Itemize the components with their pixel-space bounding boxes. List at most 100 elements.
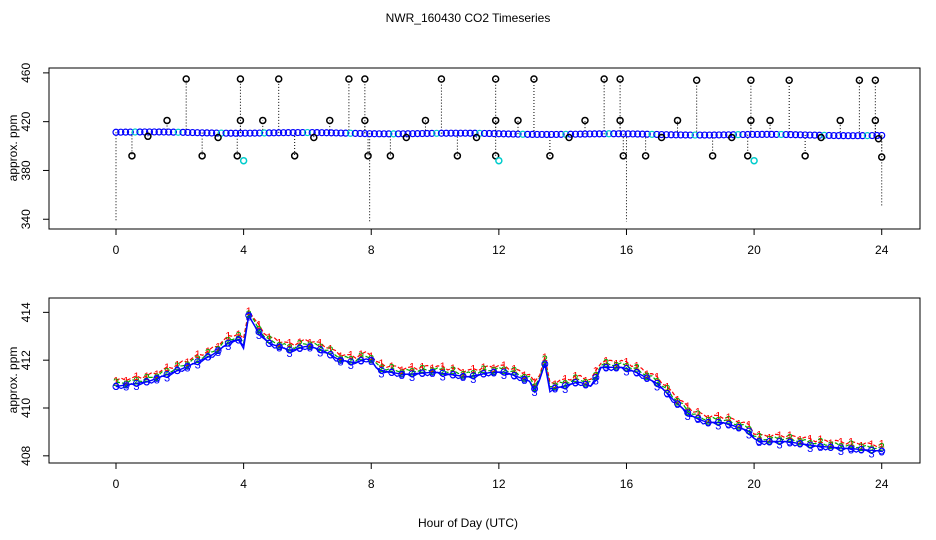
baseline-point <box>452 129 460 137</box>
series-2-marker: 2 <box>674 397 680 409</box>
top-y-tick-label: 420 <box>19 111 33 131</box>
top-y-axis-label: approx. ppm <box>6 115 20 182</box>
baseline-point <box>433 129 441 137</box>
series-3-marker: 3 <box>338 356 344 368</box>
baseline-point <box>208 129 216 137</box>
top-plot-frame <box>48 67 921 230</box>
baseline-point <box>485 129 493 138</box>
mean-line <box>115 313 882 452</box>
outlier-point <box>402 133 411 142</box>
outlier-point <box>747 116 755 125</box>
bottom-plot-frame <box>48 297 921 464</box>
outlier-point <box>361 75 369 83</box>
baseline-point <box>232 129 240 137</box>
series-2-marker: 2 <box>235 330 241 342</box>
mean-point <box>786 438 794 446</box>
series-3-marker: 3 <box>664 389 670 401</box>
outlier-point <box>236 116 245 125</box>
mean-point <box>827 443 835 451</box>
series-3-marker: 3 <box>746 429 752 441</box>
outlier-point <box>871 116 880 125</box>
outlier-point <box>616 75 624 83</box>
baseline-point <box>112 128 120 136</box>
series-1-marker: 1 <box>879 439 885 451</box>
series-1-marker: 1 <box>532 377 538 389</box>
bottom-y-tick-label: 408 <box>19 445 33 465</box>
series-3-marker: 3 <box>215 347 221 359</box>
series-1-marker: 1 <box>419 361 425 373</box>
series-3-marker: 3 <box>879 447 885 459</box>
mean-point <box>806 441 814 449</box>
baseline-point <box>849 132 857 140</box>
baseline-point <box>394 130 402 138</box>
bottom-x-tick-label: 0 <box>113 477 120 491</box>
baseline-point <box>370 130 379 138</box>
baseline-point <box>380 130 388 138</box>
series-3-marker: 3 <box>123 381 129 393</box>
series-3-marker: 3 <box>419 368 425 380</box>
baseline-point <box>126 128 134 136</box>
series-1-marker: 1 <box>562 374 568 386</box>
mean-point <box>204 353 212 361</box>
outlier-point <box>326 116 334 125</box>
outlier-point <box>144 132 152 141</box>
baseline-point <box>571 130 580 138</box>
series-2-marker: 2 <box>378 363 384 375</box>
baseline-point <box>289 128 297 137</box>
series-2-marker: 2 <box>797 436 803 448</box>
baseline-point <box>389 130 398 138</box>
mean-point <box>857 446 865 454</box>
mean-point <box>878 447 886 455</box>
series-3-marker: 3 <box>715 420 721 432</box>
series-3-marker: 3 <box>756 437 762 449</box>
baseline-point <box>777 130 785 139</box>
baseline-point <box>318 129 326 137</box>
baseline-point <box>117 128 125 136</box>
baseline-point <box>533 130 541 139</box>
outlier-point <box>290 152 299 160</box>
series-1-marker: 1 <box>817 434 823 446</box>
baseline-point <box>643 130 651 138</box>
series-2-marker: 2 <box>164 367 170 379</box>
series-3-marker: 3 <box>736 423 742 435</box>
series-2-marker: 2 <box>297 338 303 350</box>
outlier-point <box>785 76 793 84</box>
series-2-marker: 2 <box>623 362 629 374</box>
series-1-marker: 1 <box>297 337 303 349</box>
series-3-marker: 3 <box>317 348 323 360</box>
mean-point <box>347 358 355 366</box>
series-2-marker: 2 <box>205 348 211 360</box>
baseline-point <box>184 128 192 137</box>
series-3-marker: 3 <box>307 343 313 355</box>
series-1-marker: 1 <box>868 439 874 451</box>
mean-point <box>704 418 712 426</box>
series-2-marker: 2 <box>368 354 374 366</box>
series-2-marker: 2 <box>348 354 354 366</box>
mean-point <box>745 427 753 435</box>
mean-point <box>837 444 845 452</box>
bottom-y-axis-label: approx. ppm <box>6 347 20 414</box>
baseline-point <box>705 131 714 139</box>
series-1-marker: 1 <box>807 434 813 446</box>
baseline-point <box>772 130 781 139</box>
baseline-point <box>466 129 474 137</box>
baseline-point <box>677 131 685 139</box>
series-2-marker: 2 <box>429 366 435 378</box>
mean-point <box>459 372 467 380</box>
baseline-point <box>255 129 264 137</box>
mean-point <box>561 382 569 390</box>
mean-point <box>520 375 528 383</box>
baseline-point <box>447 129 455 137</box>
series-2-marker: 2 <box>460 370 466 382</box>
series-1-marker: 1 <box>501 360 507 372</box>
baseline-point <box>696 131 704 139</box>
series-3-marker: 3 <box>807 443 813 455</box>
baseline-point <box>423 129 431 138</box>
series-3-marker: 3 <box>501 370 507 382</box>
series-3-marker: 3 <box>450 370 456 382</box>
sample-point <box>239 156 248 165</box>
baseline-point <box>519 130 527 138</box>
series-1-marker: 1 <box>358 349 364 361</box>
series-2-marker: 2 <box>195 354 201 366</box>
